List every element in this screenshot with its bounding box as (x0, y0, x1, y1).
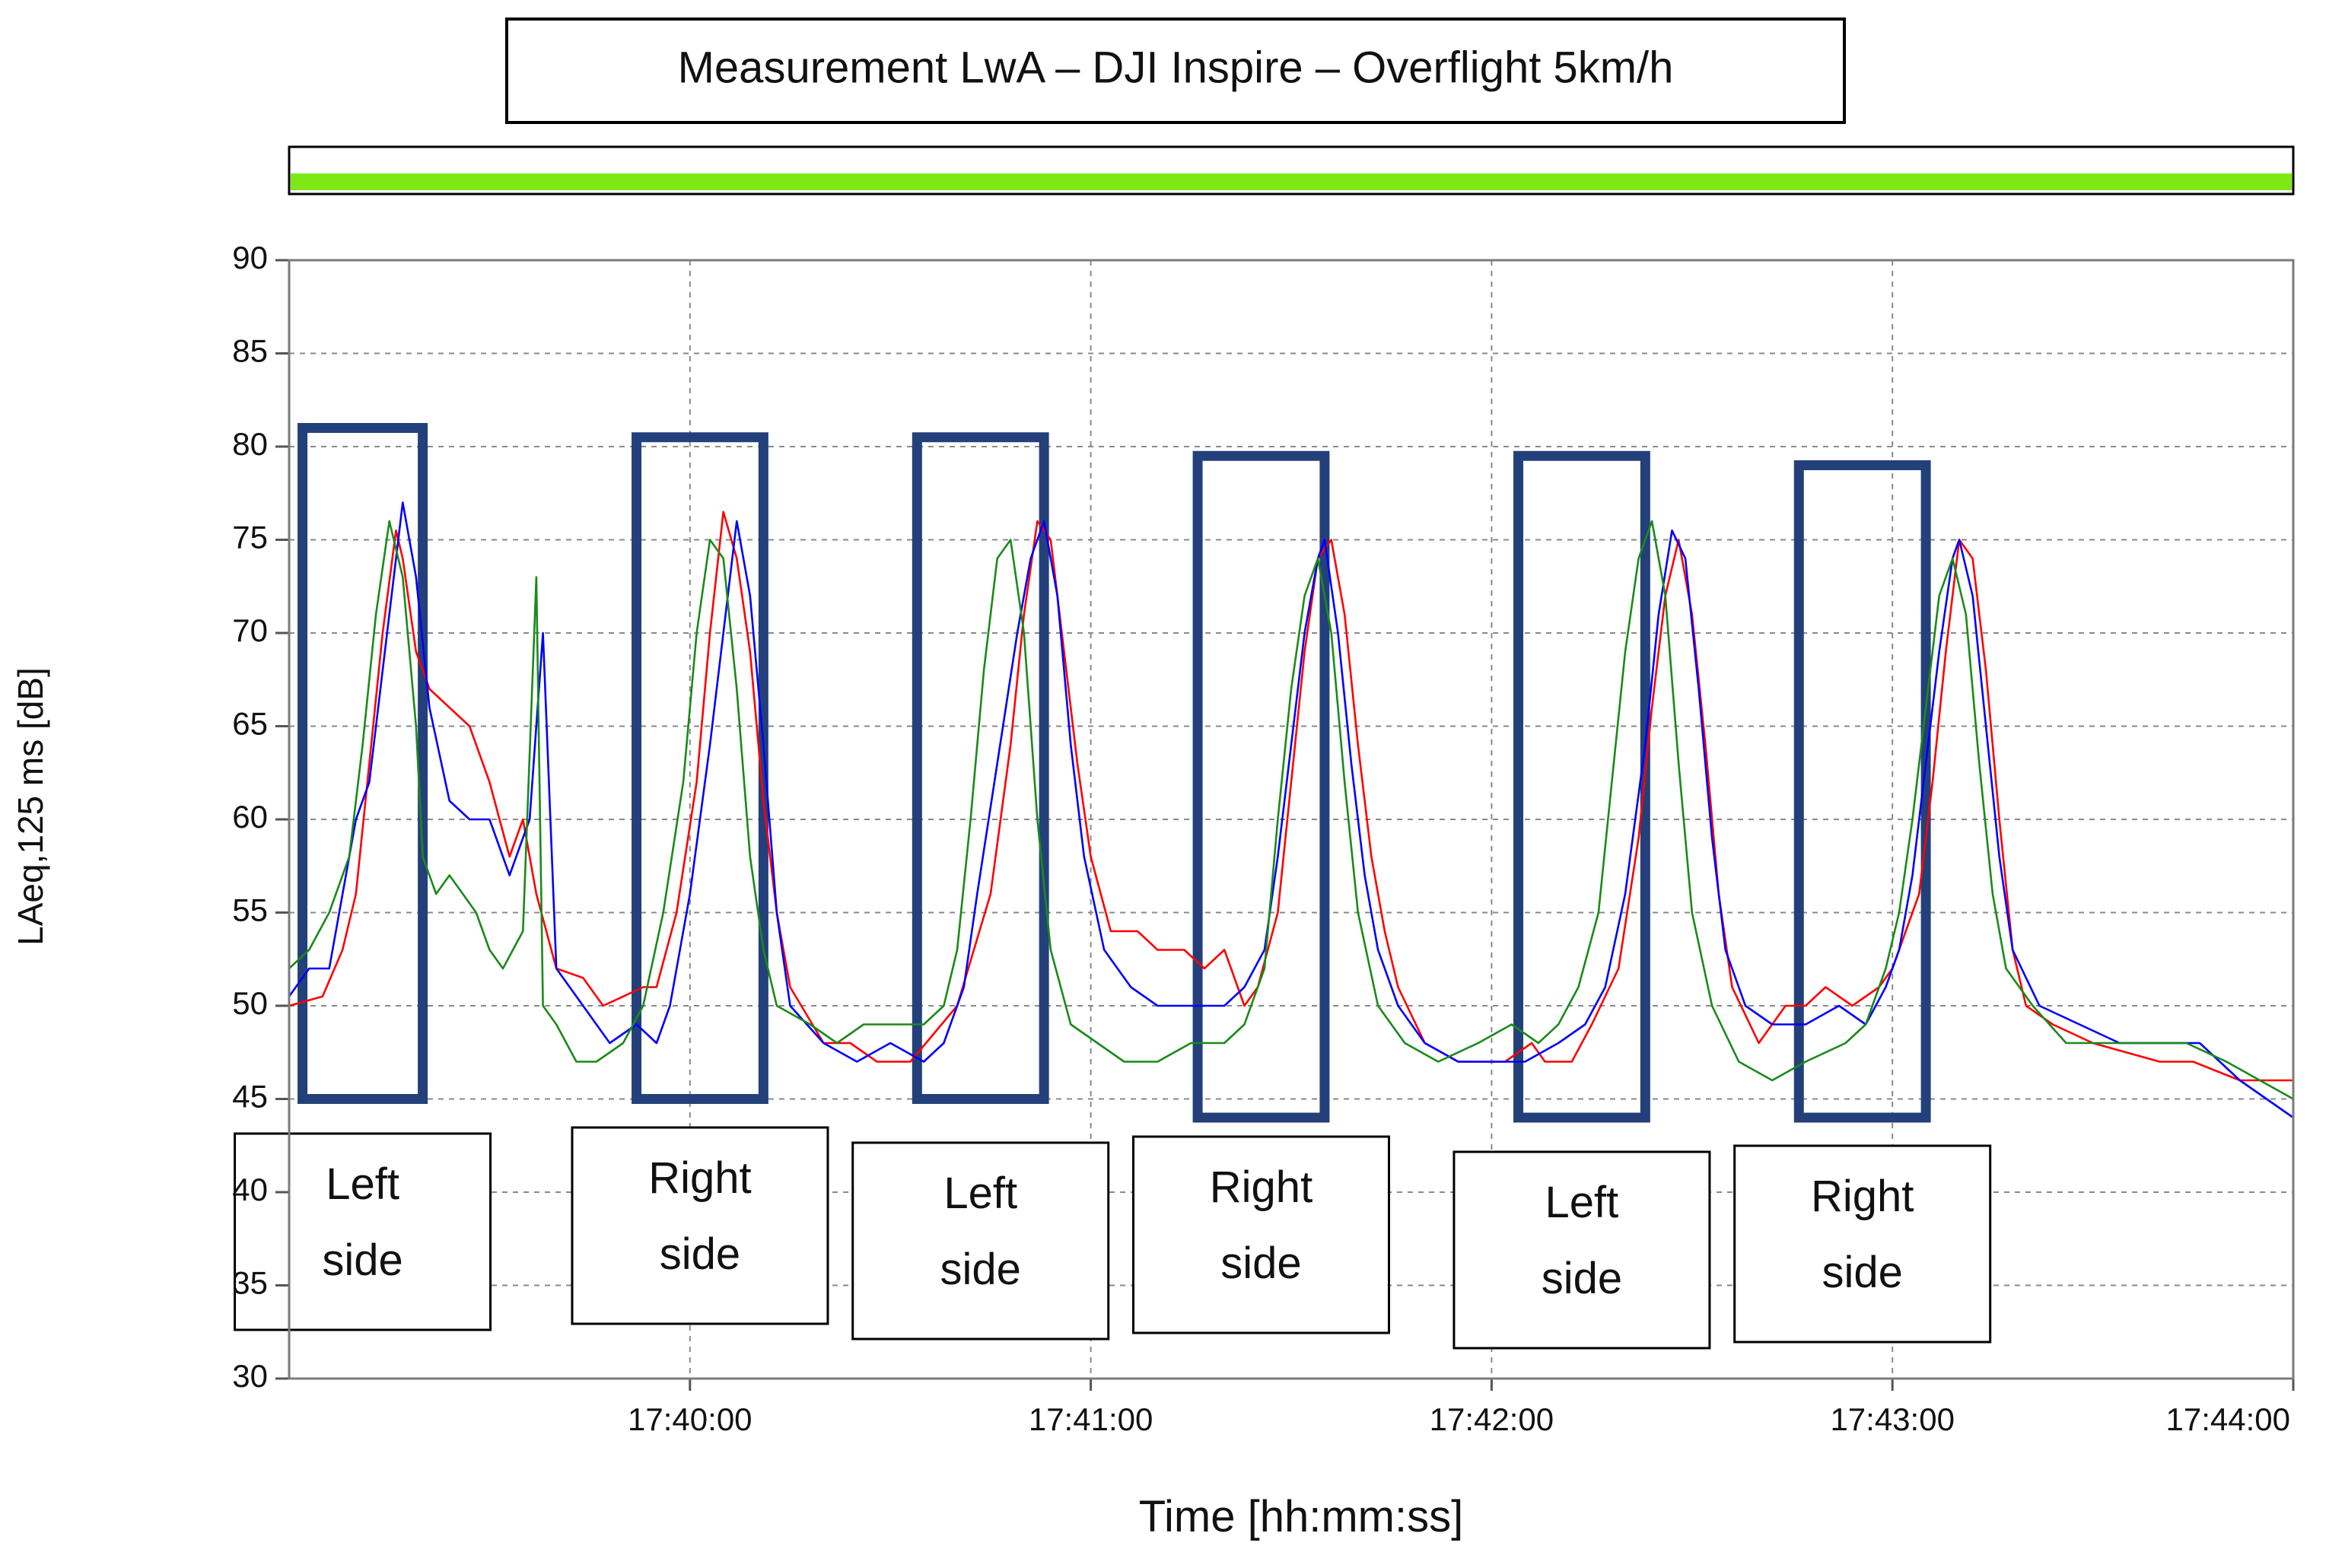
label-layer: Left side Right side Left side Right side Left si… (234, 1126, 1992, 1350)
x-axis-title: Time [hh:mm:ss] (1139, 1492, 1463, 1541)
y-tick-label: 40 (232, 1172, 268, 1207)
side-label-text: side (660, 1229, 740, 1279)
highlight-layer (298, 423, 1931, 1123)
side-label-text: side (940, 1245, 1021, 1294)
series-green-line (288, 520, 2295, 1100)
y-tick-label: 75 (232, 520, 268, 555)
side-label-box (851, 1141, 1110, 1341)
y-tick-label: 55 (232, 892, 268, 928)
y-axis-title: LAeq,125 ms [dB] (11, 667, 50, 946)
side-label-1: Left side (234, 1132, 492, 1331)
series-layer (288, 501, 2295, 1119)
y-tick-label: 30 (232, 1358, 268, 1394)
y-tick-label: 85 (232, 333, 268, 369)
side-label-text: Left (326, 1159, 399, 1209)
x-tick-label: 17:42:00 (1430, 1401, 1554, 1437)
status-bar-group (288, 145, 2295, 196)
side-label-text: side (1822, 1248, 1902, 1297)
chart-title: Measurement LwA – DJI Inspire – Overflig… (678, 43, 1674, 92)
series-blue-line (288, 501, 2295, 1119)
side-label-6: Right side (1733, 1144, 1992, 1344)
x-tick-label: 17:43:00 (1830, 1401, 1955, 1437)
y-tick-label: 90 (232, 240, 268, 275)
side-label-text: Left (943, 1169, 1017, 1218)
y-tick-label: 45 (232, 1079, 268, 1115)
plot-frame (288, 259, 2295, 1380)
side-label-text: Left (1545, 1178, 1619, 1227)
highlight-box-2 (632, 432, 768, 1104)
side-label-text: Right (648, 1153, 751, 1203)
side-label-text: side (322, 1236, 402, 1285)
y-tick-label: 35 (232, 1265, 268, 1301)
x-tick-label: 17:40:00 (628, 1401, 752, 1437)
side-label-box (234, 1132, 492, 1331)
x-tick-label: 17:44:00 (2166, 1401, 2291, 1437)
y-tick-label: 50 (232, 985, 268, 1021)
side-label-box (1131, 1135, 1390, 1334)
side-label-2: Right side (571, 1126, 829, 1325)
series-red-line (288, 510, 2295, 1082)
y-tick-label: 70 (232, 612, 268, 648)
side-label-3: Left side (851, 1141, 1110, 1341)
side-label-text: side (1220, 1239, 1301, 1288)
chart-title-box (505, 17, 1846, 124)
x-tick-label: 17:41:00 (1029, 1401, 1153, 1437)
side-label-5: Left side (1452, 1150, 1711, 1350)
axis-layer: 30 35 40 45 50 55 60 65 70 75 80 85 90 17:40:00 17:41:… (232, 240, 2295, 1437)
highlight-box-1 (298, 423, 428, 1104)
side-label-text: Right (1210, 1162, 1312, 1212)
title-group: Measurement LwA – DJI Inspire – Overflig… (505, 17, 1846, 124)
status-bar-fill (291, 173, 2292, 190)
side-label-text: side (1542, 1254, 1622, 1303)
highlight-box-5 (1513, 450, 1650, 1123)
side-label-box (571, 1126, 829, 1325)
side-label-box (1452, 1150, 1711, 1350)
y-tick-label: 65 (232, 706, 268, 742)
side-label-4: Right side (1131, 1135, 1390, 1334)
side-label-text: Right (1811, 1172, 1914, 1221)
highlight-box-3 (912, 432, 1049, 1104)
highlight-box-6 (1793, 460, 1931, 1123)
y-tick-label: 80 (232, 426, 268, 462)
y-tick-label: 60 (232, 799, 268, 835)
side-label-box (1733, 1144, 1992, 1344)
highlight-box-4 (1192, 450, 1330, 1123)
